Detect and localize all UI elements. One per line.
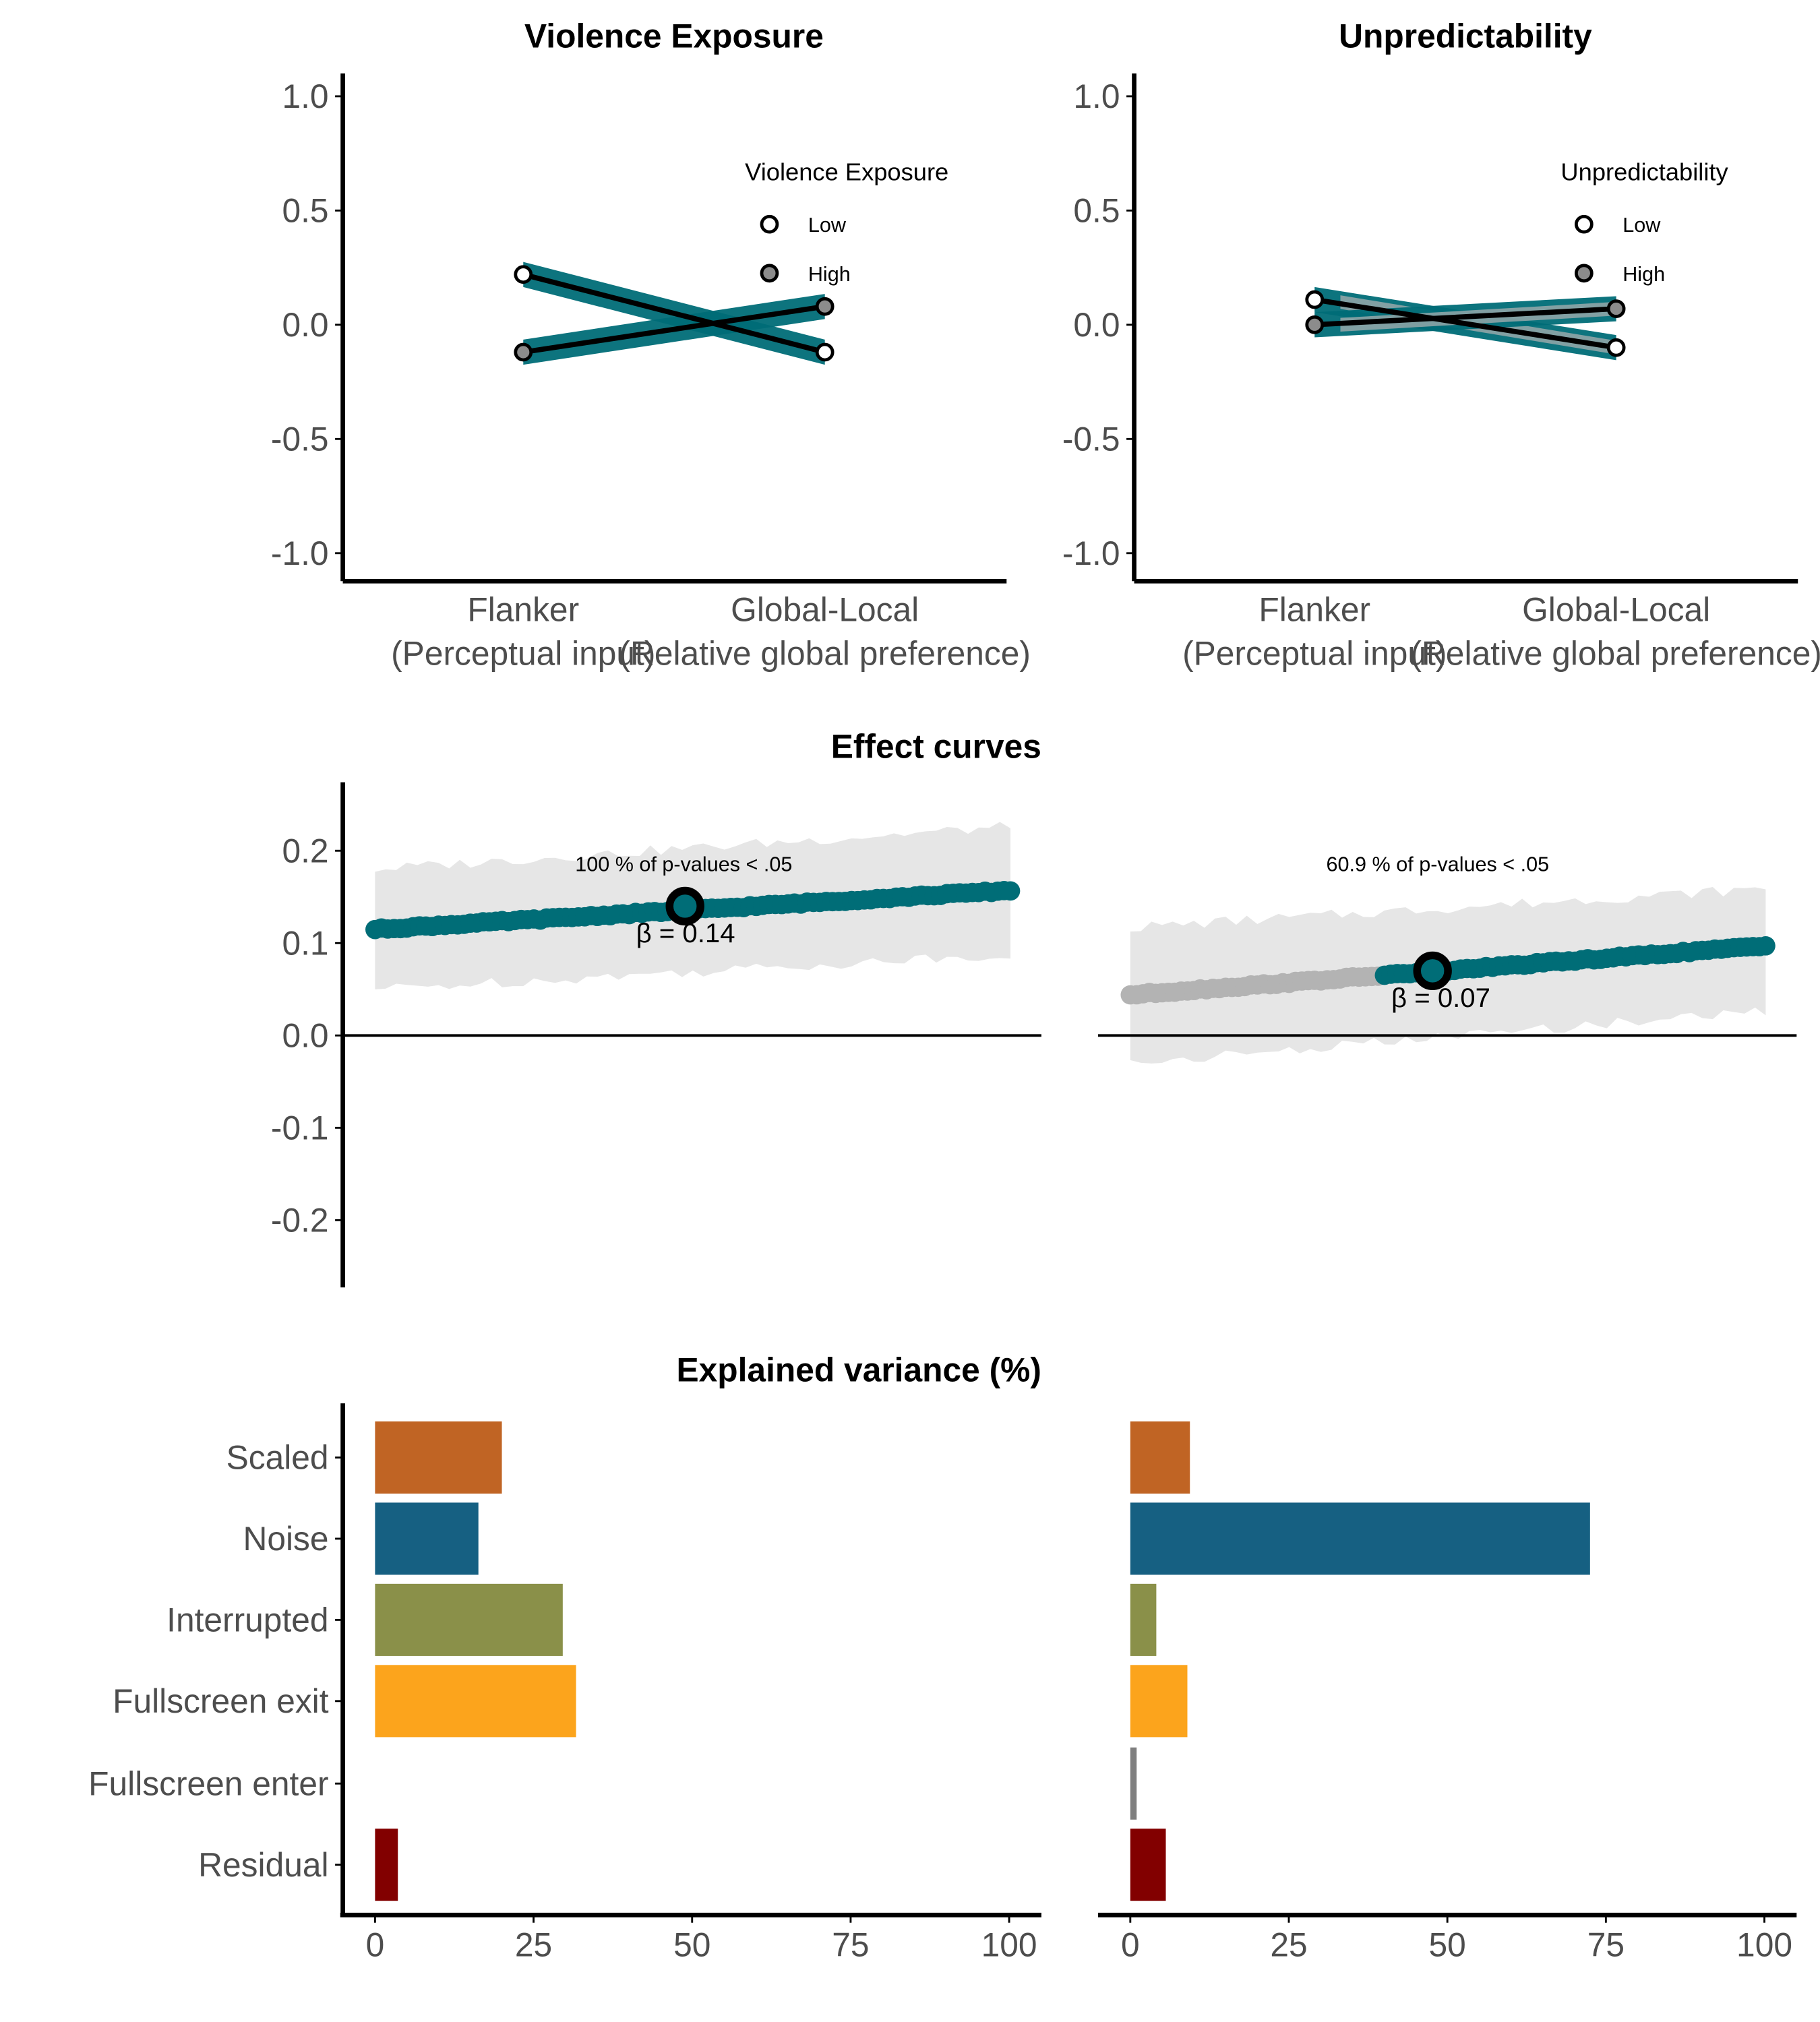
y-tick-label: 0.0: [282, 1017, 328, 1055]
category-label: Fullscreen enter: [88, 1765, 328, 1802]
legend-label: Low: [808, 214, 847, 237]
y-tick-label: -0.1: [271, 1109, 329, 1147]
panel-title: Explained variance (%): [676, 1351, 1041, 1389]
series-line-low: [522, 272, 826, 355]
category-label: Fullscreen exit: [113, 1682, 329, 1720]
x-tick-label: 75: [1587, 1926, 1625, 1963]
variance-panel-unpredictability: 0 25 50 75 100: [1098, 1421, 1797, 1963]
bar-interrupted: [1130, 1583, 1157, 1656]
bar-fullscreen-exit: [1130, 1665, 1188, 1738]
panel-title: Unpredictability: [1339, 18, 1592, 55]
y-tick-label: -1.0: [1062, 534, 1120, 572]
bar-interrupted: [375, 1583, 563, 1656]
data-point-high: [514, 342, 533, 362]
interaction-panel-unpredictability: Unpredictability -1.0 -0.5 0.0 0.5 1.0 Flanker…: [1062, 18, 1820, 673]
chart-svg: Violence Exposure -1.0 -0.5 0.0 0.5 1.0 Flanke…: [88, 18, 1820, 1964]
p-value-annotation: 60.9 % of p-values < .05: [1327, 853, 1550, 876]
x-tick-label: 0: [366, 1926, 385, 1963]
bar-scaled: [1130, 1421, 1190, 1494]
data-point-low: [1305, 290, 1325, 309]
y-tick-label: 0.2: [282, 832, 328, 869]
y-tick-label: -0.5: [1062, 421, 1120, 458]
series-line-low: [1314, 297, 1617, 350]
x-tick-label: 100: [1736, 1926, 1792, 1963]
legend-label: High: [808, 263, 851, 286]
y-tick-label: 0.5: [282, 192, 328, 230]
category-label: Scaled: [226, 1439, 329, 1477]
x-tick-label: Flanker (Perceptual input): [391, 591, 655, 673]
legend-key-low: [1574, 214, 1594, 234]
y-tick-label: 0.1: [282, 924, 328, 962]
y-tick-label: 0.0: [282, 306, 328, 344]
y-tick-label: -1.0: [271, 534, 329, 572]
data-point-high: [815, 297, 835, 316]
x-tick-label: 50: [1429, 1926, 1466, 1963]
bar-residual: [375, 1829, 398, 1901]
y-tick-label: -0.2: [271, 1202, 329, 1239]
bar-noise: [1130, 1502, 1590, 1575]
x-tick-label: 0: [1121, 1926, 1140, 1963]
x-tick-label: Flanker (Perceptual input): [1182, 591, 1447, 673]
y-tick-label: 0.0: [1073, 306, 1120, 344]
data-point-low: [815, 342, 835, 362]
series-line-high: [522, 303, 826, 355]
panel-title: Violence Exposure: [524, 18, 824, 55]
data-point-low: [1606, 338, 1626, 357]
legend-key-low: [760, 214, 779, 234]
category-label: Noise: [243, 1520, 328, 1558]
variance-panel-violence: Explained variance (%) Scaled Noise Interru…: [88, 1351, 1041, 1964]
curve-point: [1756, 936, 1776, 956]
x-tick-label: Global-Local (Relative global preference): [1410, 591, 1819, 673]
beta-label: β = 0.14: [636, 918, 735, 948]
category-label: Residual: [198, 1846, 328, 1884]
legend-label: High: [1622, 263, 1665, 286]
x-tick-label: Global-Local (Relative global preference): [619, 591, 1031, 673]
x-tick-label: 25: [1270, 1926, 1307, 1963]
legend-key-high: [760, 264, 779, 283]
bar-noise: [375, 1502, 479, 1575]
curve-point: [1000, 881, 1021, 901]
x-tick-label: 50: [673, 1926, 710, 1963]
bar-fullscreen-exit: [375, 1665, 576, 1738]
legend-label: Low: [1622, 214, 1661, 237]
legend-title: Unpredictability: [1560, 158, 1728, 186]
series-line-high: [1314, 306, 1616, 328]
median-marker: [1413, 951, 1452, 991]
legend-key-high: [1574, 264, 1594, 283]
x-tick-label: 100: [981, 1926, 1037, 1963]
legend-title: Violence Exposure: [745, 158, 948, 186]
x-tick-label: 75: [832, 1926, 869, 1963]
figure: Violence Exposure -1.0 -0.5 0.0 0.5 1.0 Flanke…: [88, 18, 1820, 1964]
bar-residual: [1130, 1829, 1166, 1901]
beta-label: β = 0.07: [1391, 983, 1490, 1013]
y-tick-label: 1.0: [282, 78, 328, 115]
y-tick-label: 0.5: [1073, 192, 1120, 230]
effect-curve-panel-violence: Effect curves -0.2 -0.1 0.0 0.1 0.2 100 % of p…: [271, 727, 1041, 1288]
p-value-annotation: 100 % of p-values < .05: [575, 853, 792, 876]
panel-title: Effect curves: [831, 727, 1041, 765]
category-label: Interrupted: [166, 1601, 328, 1639]
interaction-panel-violence: Violence Exposure -1.0 -0.5 0.0 0.5 1.0 Flanke…: [271, 18, 1031, 673]
bar-scaled: [375, 1421, 502, 1494]
data-point-high: [1305, 315, 1325, 334]
data-point-low: [514, 265, 533, 284]
bar-fullscreen-enter: [1130, 1747, 1137, 1820]
x-tick-label: 25: [515, 1926, 552, 1963]
y-tick-label: 1.0: [1073, 78, 1120, 115]
y-tick-label: -0.5: [271, 421, 329, 458]
effect-curve-panel-unpredictability: 60.9 % of p-values < .05 β = 0.07: [1098, 853, 1797, 1064]
data-point-high: [1606, 299, 1626, 318]
median-marker: [665, 886, 704, 926]
